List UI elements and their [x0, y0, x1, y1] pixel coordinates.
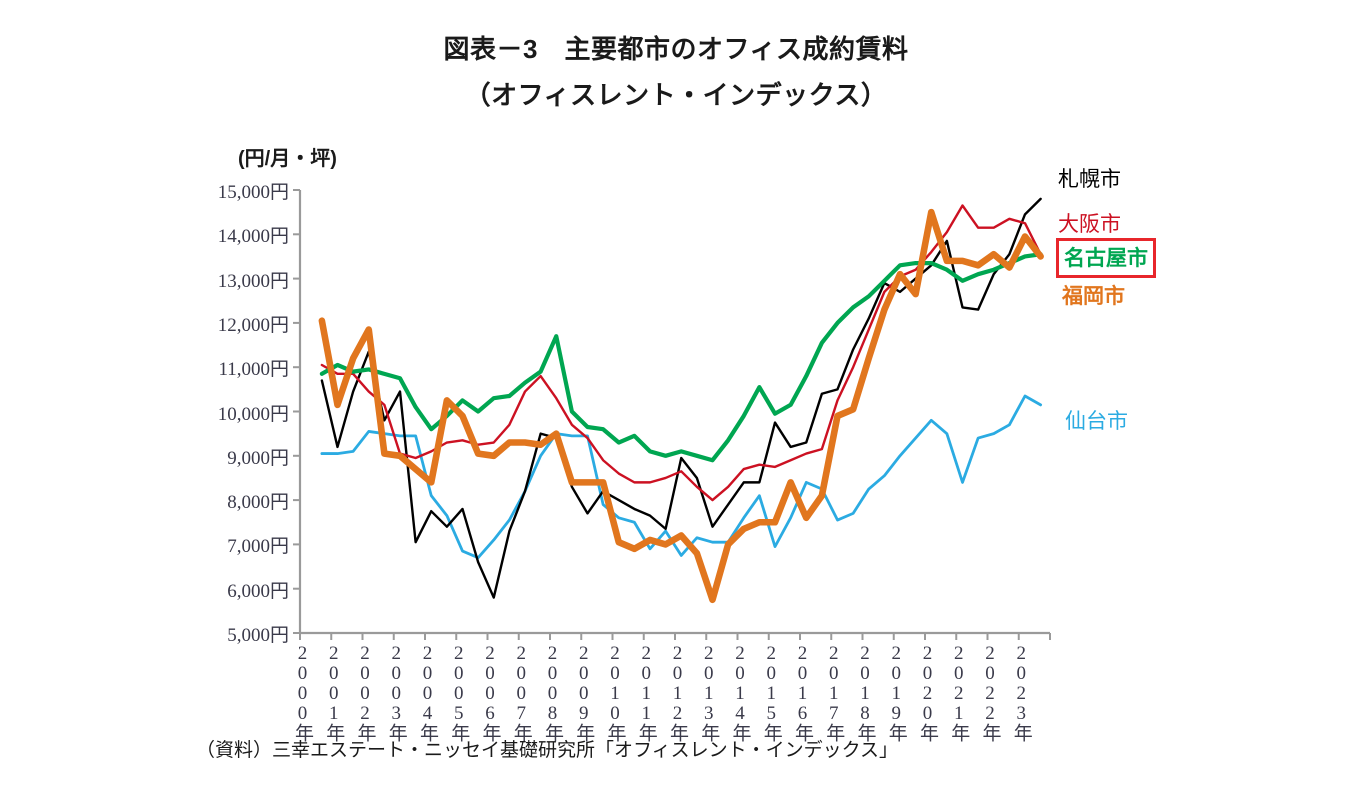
- series-label-fukuoka: 福岡市: [1062, 285, 1125, 308]
- x-axis-tick-label: 2002年: [354, 643, 376, 741]
- series-label-osaka: 大阪市: [1058, 213, 1121, 236]
- x-axis-tick-label: 2018年: [854, 643, 876, 741]
- y-axis-tick-label: 7,000円: [227, 536, 289, 558]
- y-axis-tick-label: 11,000円: [218, 359, 289, 381]
- y-axis-tick-label: 14,000円: [217, 226, 289, 248]
- y-axis-tick-label: 12,000円: [217, 314, 289, 336]
- x-axis-tick-label: 2000年: [292, 643, 313, 741]
- x-axis-tick-label: 2020年: [917, 643, 938, 741]
- series-line: [320, 204, 1042, 502]
- x-axis-tick-label: 2001年: [323, 643, 345, 741]
- x-axis-tick-label: 2010年: [604, 643, 626, 741]
- y-axis-tick-label: 6,000円: [227, 580, 289, 602]
- x-axis-tick-label: 2013年: [698, 643, 720, 741]
- y-axis-tick-label: 15,000円: [217, 182, 289, 203]
- x-axis-tick-label: 2003年: [385, 643, 407, 741]
- y-axis-tick-label: 5,000円: [227, 625, 289, 646]
- x-axis-tick-label: 2015年: [760, 643, 782, 741]
- x-axis-tick-label: 2012年: [667, 643, 688, 741]
- x-axis-tick-label: 2022年: [979, 643, 1001, 741]
- x-axis-tick-label: 2008年: [542, 643, 563, 741]
- y-axis-unit-label: (円/月・坪): [238, 148, 337, 170]
- x-axis-tick-label: 2009年: [573, 643, 595, 741]
- series-line: [320, 394, 1043, 560]
- y-axis-tick-label: 9,000円: [227, 447, 289, 469]
- y-axis-tick-label: 10,000円: [217, 403, 289, 425]
- chart-title: 図表－3 主要都市のオフィス成約賃料 （オフィスレント・インデックス）: [0, 26, 1352, 118]
- x-axis-tick-label: 2007年: [510, 643, 532, 741]
- x-axis-tick-label: 2006年: [479, 643, 501, 741]
- series-label-nagoya: 名古屋市: [1056, 238, 1156, 278]
- x-axis-tick-label: 2019年: [885, 643, 907, 741]
- chart-title-line-2: （オフィスレント・インデックス）: [464, 80, 888, 110]
- x-axis-tick-label: 2021年: [948, 643, 970, 741]
- series-label-sapporo: 札幌市: [1058, 168, 1121, 191]
- x-axis-tick-label: 2014年: [729, 643, 751, 741]
- x-axis-tick-label: 2017年: [823, 643, 845, 741]
- x-axis-tick-label: 2004年: [417, 643, 438, 741]
- series-line: [319, 252, 1043, 463]
- series-label-sendai: 仙台市: [1065, 410, 1128, 433]
- source-note: （資料）三幸エステート・ニッセイ基礎研究所「オフィスレント・インデックス」: [196, 740, 899, 761]
- x-axis-tick-label: 2023年: [1010, 643, 1032, 741]
- y-axis-tick-label: 13,000円: [217, 270, 289, 292]
- x-axis-tick-label: 2005年: [448, 643, 470, 741]
- x-axis-tick-label: 2016年: [792, 643, 813, 741]
- chart-title-line-1: 図表－3 主要都市のオフィス成約賃料: [443, 34, 909, 64]
- x-axis-tick-label: 2011年: [635, 643, 657, 741]
- series-line: [318, 208, 1044, 604]
- y-axis-tick-label: 8,000円: [227, 492, 289, 514]
